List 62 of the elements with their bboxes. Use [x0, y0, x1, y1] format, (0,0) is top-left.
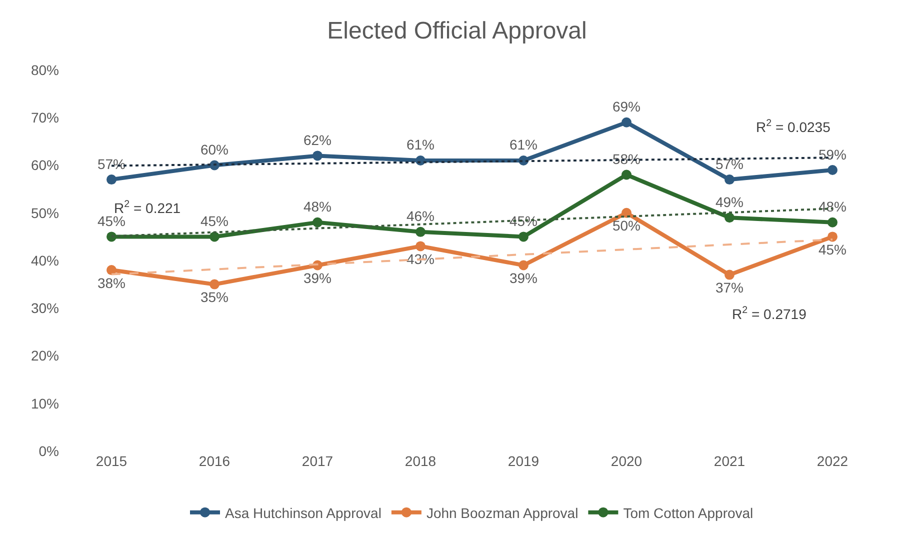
y-tick-label: 10%	[30, 395, 59, 412]
point	[828, 232, 838, 242]
x-tick-label: 2021	[714, 453, 746, 469]
data-label: 57%	[97, 156, 126, 172]
data-label: 50%	[612, 218, 641, 234]
point	[106, 232, 116, 242]
point	[106, 174, 116, 185]
chart-title: Elected Official Approval	[327, 17, 587, 44]
point	[312, 217, 322, 228]
data-label: 46%	[406, 208, 435, 224]
data-label: 61%	[406, 136, 435, 153]
data-label: 45%	[200, 212, 229, 229]
point	[622, 170, 632, 180]
legend-label: Tom Cotton Approval	[623, 504, 754, 521]
data-label: 39%	[303, 270, 332, 286]
x-tick-label: 2019	[508, 453, 540, 469]
data-label: 38%	[97, 274, 126, 291]
data-label: 57%	[715, 156, 744, 172]
data-label: 49%	[715, 194, 744, 210]
y-tick-label: 80%	[30, 62, 59, 78]
data-label: 39%	[509, 270, 538, 286]
data-label: 61%	[509, 136, 538, 153]
y-tick-label: 20%	[30, 348, 59, 364]
point	[312, 150, 322, 161]
y-tick-label: 60%	[30, 157, 59, 174]
x-tick-label: 2022	[816, 453, 848, 469]
data-label: 69%	[612, 98, 641, 115]
x-tick-label: 2017	[302, 453, 334, 469]
annotation: R$^{2}$ = 0.0235	[756, 118, 831, 135]
x-tick-label: 2016	[198, 453, 230, 469]
point	[210, 232, 220, 242]
point	[828, 165, 838, 176]
y-tick-label: 30%	[30, 300, 59, 316]
data-label: 62%	[303, 132, 332, 148]
point	[724, 212, 734, 223]
point	[622, 117, 632, 128]
point	[622, 208, 632, 218]
data-label: 37%	[715, 280, 744, 296]
point	[724, 174, 734, 185]
point	[416, 226, 426, 237]
data-label: 59%	[818, 146, 847, 162]
x-tick-label: 2018	[404, 453, 436, 469]
point	[828, 217, 838, 228]
data-label: 35%	[200, 289, 229, 306]
point	[210, 279, 220, 290]
y-tick-label: 40%	[30, 252, 59, 268]
data-label: 48%	[303, 198, 332, 215]
y-tick-label: 70%	[30, 110, 59, 126]
point	[416, 241, 426, 252]
point	[518, 232, 528, 242]
point	[518, 260, 528, 270]
point	[724, 270, 734, 280]
x-tick-label: 2015	[96, 453, 128, 469]
data-label: 60%	[200, 142, 229, 158]
legend-label: John Boozman Approval	[426, 504, 578, 521]
x-tick-label: 2020	[610, 453, 642, 469]
annotation: R$^{2}$ = 0.2719	[732, 305, 807, 322]
data-label: 45%	[818, 241, 847, 258]
y-tick-label: 50%	[30, 204, 59, 221]
point	[106, 265, 116, 276]
y-tick-label: 0%	[38, 442, 59, 459]
legend-label: Asa Hutchinson Approval	[225, 504, 382, 521]
